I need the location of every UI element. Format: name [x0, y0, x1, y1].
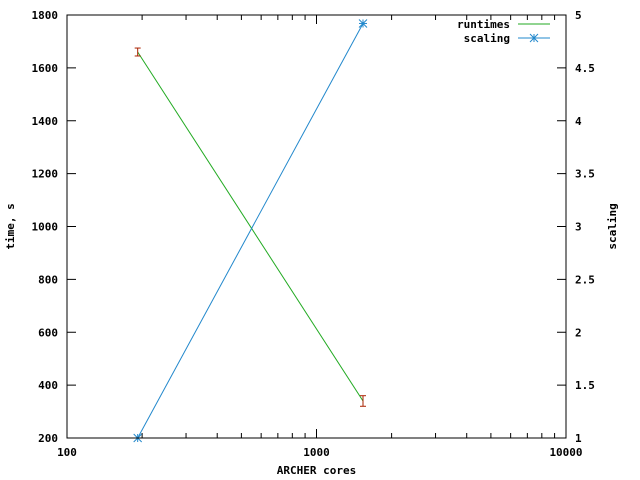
legend-marker-scaling — [529, 33, 539, 43]
y-left-tick-label: 1400 — [32, 115, 59, 128]
scaling-point — [358, 19, 368, 28]
runtimes-errorbar — [360, 395, 367, 407]
runtimes-line — [137, 51, 364, 402]
x-axis-label: ARCHER cores — [277, 464, 356, 477]
y-right-tick-label: 1.5 — [575, 379, 595, 392]
legend-asterisk — [529, 33, 539, 43]
y-left-tick-label: 200 — [38, 432, 58, 445]
marker-stroke — [529, 33, 539, 43]
y-left-tick-label: 1800 — [32, 9, 59, 22]
y-right-tick-label: 3.5 — [575, 168, 595, 181]
x-tick-label: 1000 — [303, 446, 330, 459]
y-left-tick-label: 1000 — [32, 221, 59, 234]
legend-label-scaling: scaling — [464, 32, 510, 45]
series-layer — [133, 19, 368, 443]
y-right-tick-label: 1 — [575, 432, 582, 445]
y-right-tick-label: 3 — [575, 221, 582, 234]
y-left-tick-label: 400 — [38, 379, 58, 392]
plot-frame — [66, 14, 567, 439]
marker-stroke — [358, 19, 368, 28]
y-left-tick-label: 800 — [38, 273, 58, 286]
scaling-line — [137, 23, 364, 439]
y-right-axis-label: scaling — [606, 203, 619, 249]
y-left-tick-label: 600 — [38, 326, 58, 339]
x-tick-label: 100 — [57, 446, 77, 459]
y-right-tick-label: 4.5 — [575, 62, 595, 75]
x-tick-label: 10000 — [549, 446, 582, 459]
y-left-axis-label: time, s — [4, 203, 17, 249]
y-left-tick-label: 1200 — [32, 168, 59, 181]
runtimes-errorbar — [134, 47, 141, 57]
y-right-tick-label: 4 — [575, 115, 582, 128]
legend-label-runtimes: runtimes — [457, 18, 510, 31]
y-right-tick-label: 5 — [575, 9, 582, 22]
y-left-tick-label: 1600 — [32, 62, 59, 75]
y-right-tick-label: 2 — [575, 326, 582, 339]
axes-layer: 100 1000 10000 200 400 600 800 1000 1200 1400 1600… — [32, 9, 595, 459]
y-right-tick-label: 2.5 — [575, 273, 595, 286]
legend: runtimes scaling — [457, 18, 550, 45]
